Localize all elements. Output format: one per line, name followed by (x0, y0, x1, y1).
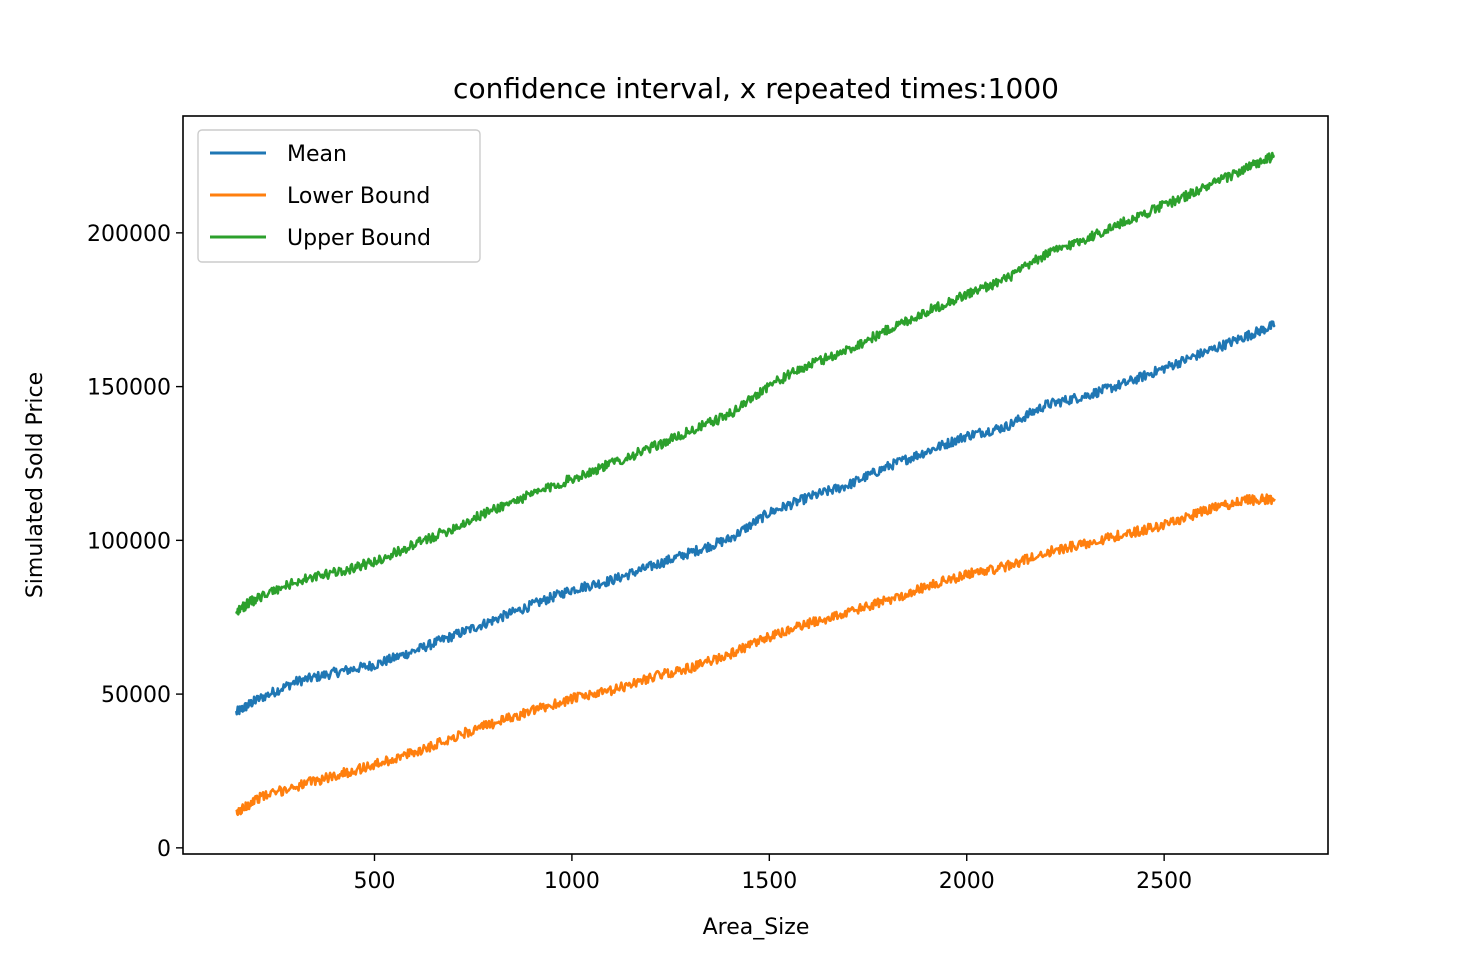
legend-label: Upper Bound (287, 226, 431, 251)
x-tick-label: 1000 (544, 869, 600, 894)
y-tick-label: 100000 (87, 529, 171, 554)
y-tick-label: 150000 (87, 376, 171, 401)
x-tick-label: 1500 (741, 869, 797, 894)
y-tick-label: 50000 (101, 683, 171, 708)
x-axis: 500 1000 1500 2000 2500 (353, 854, 1192, 894)
plot-lines (235, 151, 1276, 817)
series-line-lower-bound (235, 493, 1276, 817)
x-tick-label: 2000 (939, 869, 995, 894)
y-axis: 0 50000 100000 150000 200000 (87, 222, 183, 862)
x-axis-label: Area_Size (703, 915, 810, 940)
x-tick-label: 2500 (1136, 869, 1192, 894)
chart-title: confidence interval, x repeated times:10… (453, 72, 1059, 105)
legend-box (197, 129, 481, 263)
legend-label: Lower Bound (287, 184, 430, 209)
legend: Mean Lower Bound Upper Bound (197, 129, 481, 263)
series-line-mean (235, 320, 1276, 716)
plot-frame (182, 115, 1329, 855)
y-tick-label: 0 (157, 837, 171, 862)
legend-label: Mean (287, 142, 347, 167)
x-tick-label: 500 (353, 869, 395, 894)
series-line-upper-bound (235, 151, 1276, 616)
y-tick-label: 200000 (87, 222, 171, 247)
y-axis-label: Simulated Sold Price (23, 372, 48, 598)
